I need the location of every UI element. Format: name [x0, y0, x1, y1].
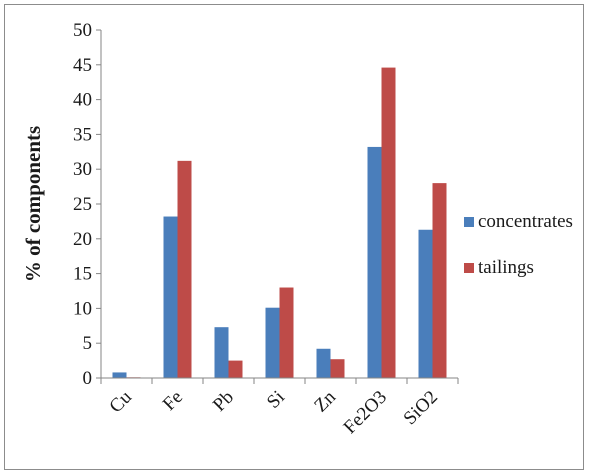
legend-label-tailings: tailings: [478, 257, 534, 278]
y-tick-label: 45: [73, 55, 92, 76]
legend-swatch-tailings: [464, 263, 474, 273]
bar-concentrates-cu: [112, 372, 127, 378]
plot-area: 0 5 10 15 20 25 30 35 40 45 50 Cu Fe Pb Si Zn Fe2O3 SiO2: [73, 20, 459, 438]
y-tick-label: 5: [83, 333, 93, 354]
y-tick-label: 25: [73, 194, 92, 215]
legend-label-concentrates: concentrates: [478, 211, 573, 232]
y-tick-label: 10: [73, 298, 92, 319]
bar-tailings-pb: [228, 360, 243, 378]
x-tick-label: Zn: [310, 386, 340, 416]
y-axis-label: % of components: [21, 126, 45, 282]
x-tick-label: Pb: [209, 387, 238, 416]
x-tick-label: Cu: [105, 386, 136, 417]
bar-tailings-zn: [330, 359, 345, 378]
legend: concentrates tailings: [464, 211, 573, 278]
x-tick-label: Si: [263, 387, 289, 413]
y-tick-label: 20: [73, 229, 92, 250]
x-tick-label: SiO2: [400, 387, 442, 429]
bar-tailings-si: [279, 287, 294, 378]
x-tick-label: Fe2O3: [340, 387, 391, 438]
y-tick-label: 35: [73, 124, 92, 145]
y-tick-label: 15: [73, 264, 92, 285]
bar-tailings-fe: [177, 160, 192, 378]
bar-concentrates-si: [265, 307, 280, 378]
y-tick-label: 40: [73, 90, 92, 111]
y-tick-label: 0: [83, 368, 93, 389]
x-tick-label: Fe: [159, 387, 187, 415]
y-tick-label: 50: [73, 20, 92, 41]
bar-concentrates-zn: [316, 348, 331, 378]
bar-concentrates-fe2o3: [367, 146, 382, 378]
y-tick-label: 30: [73, 159, 92, 180]
bar-concentrates-pb: [214, 327, 229, 378]
bar-concentrates-sio2: [418, 229, 433, 378]
bar-concentrates-fe: [163, 216, 178, 378]
bar-tailings-fe2o3: [381, 67, 396, 379]
bar-tailings-sio2: [432, 183, 447, 378]
legend-swatch-concentrates: [464, 217, 474, 227]
